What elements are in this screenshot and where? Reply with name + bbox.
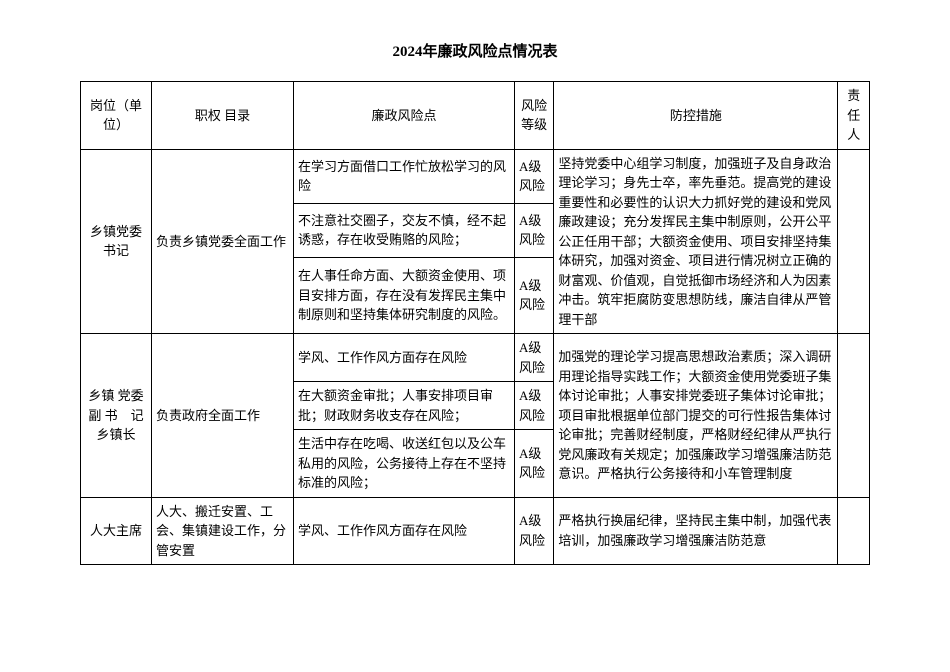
cell-measure: 坚持党委中心组学习制度，加强班子及自身政治理论学习；身先士卒，率先垂范。提高党的… — [554, 149, 838, 334]
cell-measure: 严格执行换届纪律，坚持民主集中制，加强代表培训，加强廉政学习增强廉洁防范意 — [554, 497, 838, 565]
header-position: 岗位（单位） — [81, 82, 152, 150]
cell-duty: 负责乡镇党委全面工作 — [152, 149, 294, 334]
table-row: 乡镇党委书记 负责乡镇党委全面工作 在学习方面借口工作忙放松学习的风险 A级风险… — [81, 149, 870, 203]
header-risk: 廉政风险点 — [294, 82, 515, 150]
header-duty: 职权 目录 — [152, 82, 294, 150]
cell-level: A级风险 — [514, 203, 553, 257]
cell-level: A级风险 — [514, 497, 553, 565]
cell-person — [838, 497, 870, 565]
risk-table: 岗位（单位） 职权 目录 廉政风险点 风险等级 防控措施 责任人 乡镇党委书记 … — [80, 81, 870, 565]
cell-position: 人大主席 — [81, 497, 152, 565]
header-measure: 防控措施 — [554, 82, 838, 150]
cell-risk: 不注意社交圈子，交友不慎，经不起诱惑，存在收受贿赂的风险； — [294, 203, 515, 257]
page-title: 2024年廉政风险点情况表 — [80, 40, 870, 61]
cell-risk: 在人事任命方面、大额资金使用、项目安排方面，存在没有发挥民主集中制原则和坚持集体… — [294, 257, 515, 333]
cell-level: A级风险 — [514, 149, 553, 203]
cell-position: 乡镇 党委副 书 记 乡镇长 — [81, 334, 152, 498]
cell-duty: 负责政府全面工作 — [152, 334, 294, 498]
cell-risk: 在大额资金审批；人事安排项目审批；财政财务收支存在风险； — [294, 382, 515, 430]
header-person: 责任人 — [838, 82, 870, 150]
cell-level: A级风险 — [514, 257, 553, 333]
cell-duty: 人大、搬迁安置、工会、集镇建设工作，分管安置 — [152, 497, 294, 565]
cell-measure: 加强党的理论学习提高思想政治素质；深入调研用理论指导实践工作；大额资金使用党委班… — [554, 334, 838, 498]
cell-level: A级风险 — [514, 334, 553, 382]
cell-risk: 学风、工作作风方面存在风险 — [294, 497, 515, 565]
cell-risk: 生活中存在吃喝、收送红包以及公车私用的风险，公务接待上存在不坚持标准的风险； — [294, 430, 515, 498]
table-row: 人大主席 人大、搬迁安置、工会、集镇建设工作，分管安置 学风、工作作风方面存在风… — [81, 497, 870, 565]
cell-level: A级风险 — [514, 430, 553, 498]
cell-position: 乡镇党委书记 — [81, 149, 152, 334]
header-row: 岗位（单位） 职权 目录 廉政风险点 风险等级 防控措施 责任人 — [81, 82, 870, 150]
table-row: 乡镇 党委副 书 记 乡镇长 负责政府全面工作 学风、工作作风方面存在风险 A级… — [81, 334, 870, 382]
header-level: 风险等级 — [514, 82, 553, 150]
cell-level: A级风险 — [514, 382, 553, 430]
cell-risk: 学风、工作作风方面存在风险 — [294, 334, 515, 382]
cell-risk: 在学习方面借口工作忙放松学习的风险 — [294, 149, 515, 203]
cell-person — [838, 149, 870, 334]
cell-person — [838, 334, 870, 498]
